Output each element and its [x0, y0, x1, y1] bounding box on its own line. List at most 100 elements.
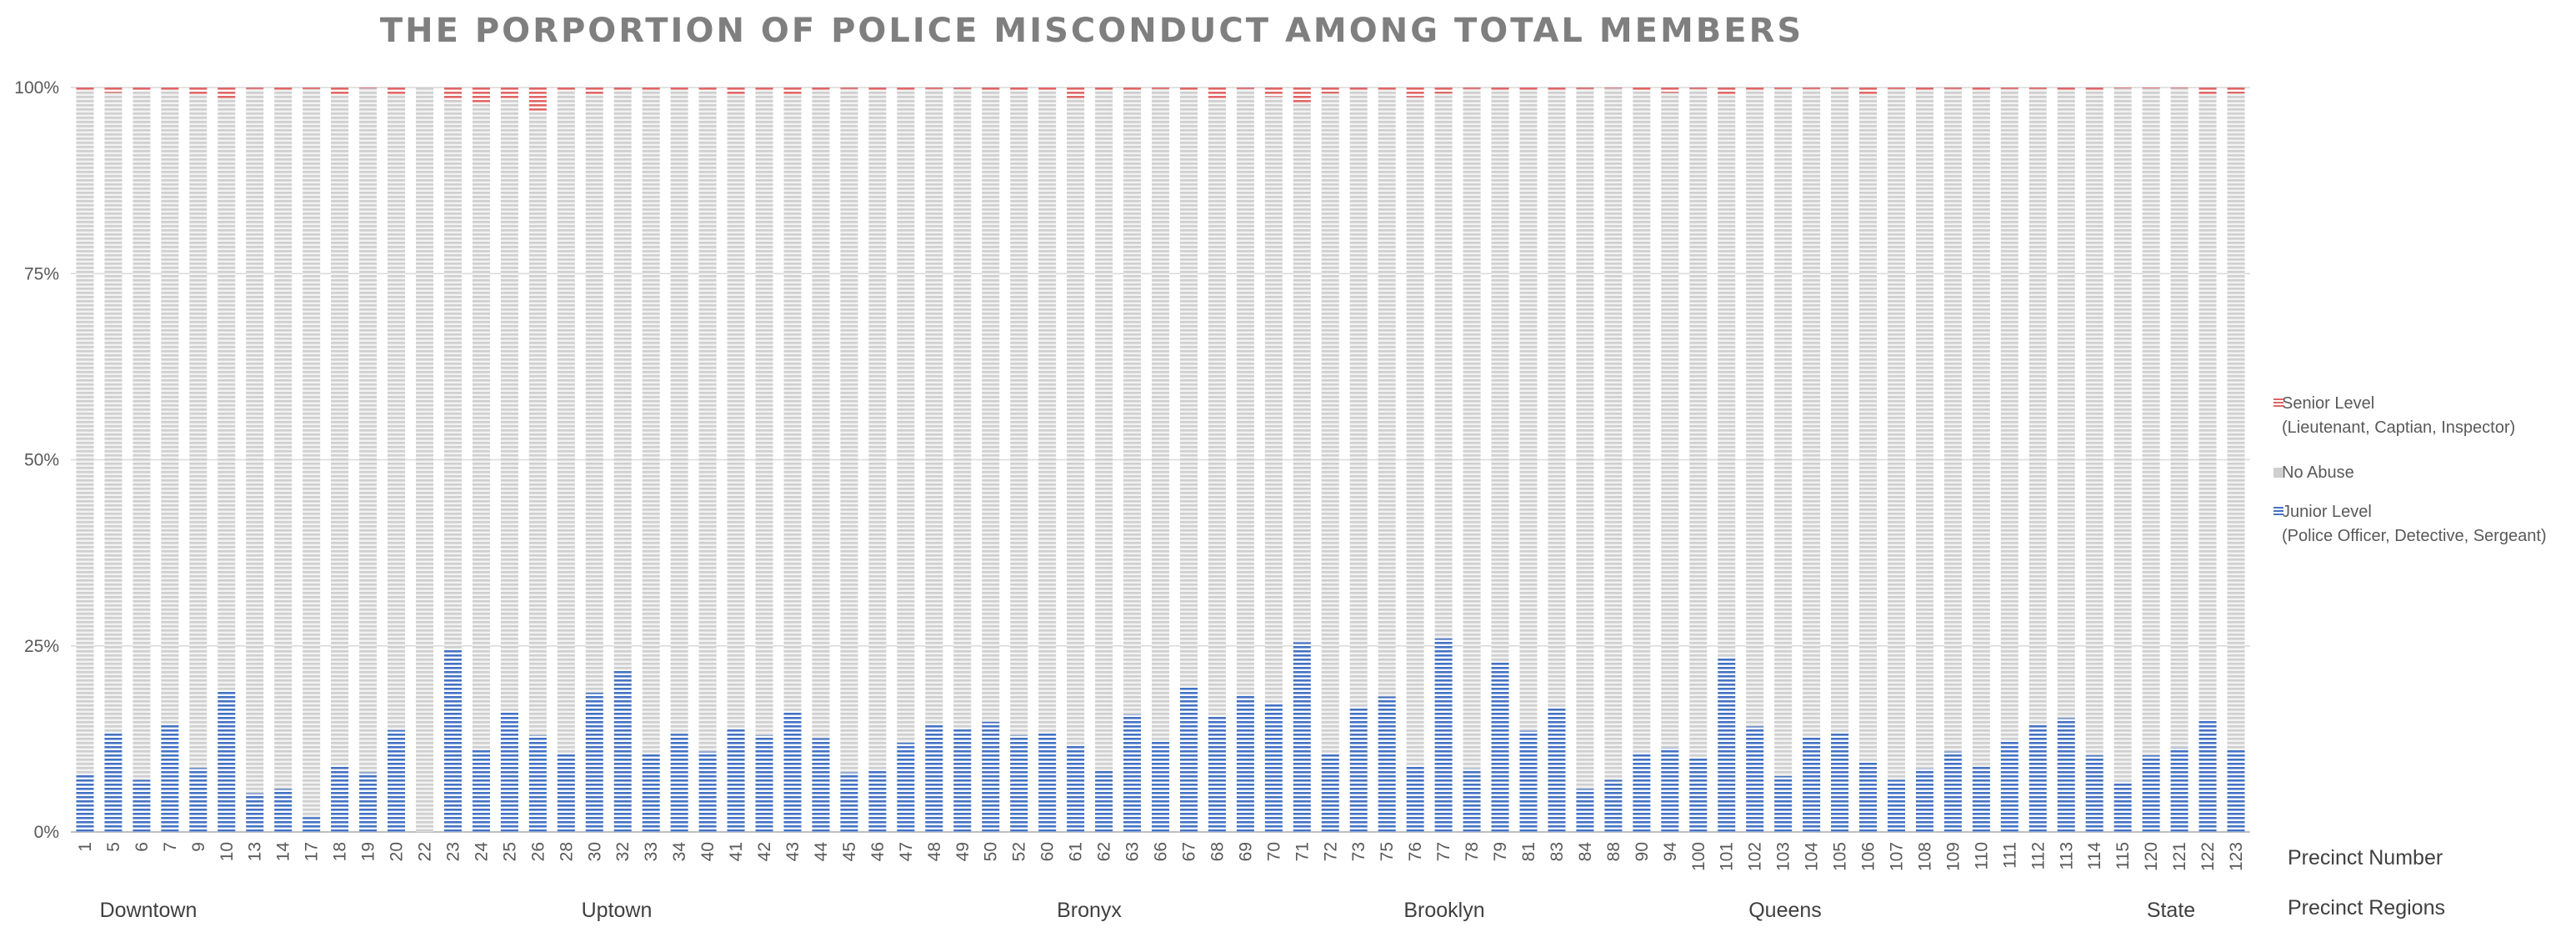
bar-junior [1661, 748, 1679, 832]
x-tick-label: 13 [246, 842, 265, 861]
bar-no-abuse [727, 94, 745, 728]
x-tick-label: 23 [443, 842, 463, 861]
x-tick-label: 123 [2227, 842, 2246, 871]
bar-senior [925, 88, 943, 89]
bar-senior [443, 88, 463, 101]
y-tick-label: 50% [24, 451, 59, 470]
bar-no-abuse [246, 88, 264, 794]
region-label: Downtown [100, 899, 198, 922]
bar-junior [868, 769, 887, 832]
bar-senior [1803, 88, 1821, 89]
bar-no-abuse [1972, 89, 1990, 767]
bar-no-abuse [953, 88, 972, 728]
bar-senior [1378, 88, 1396, 90]
bar-senior [161, 88, 179, 90]
bar-senior [812, 88, 830, 90]
x-tick-label: 94 [1661, 842, 1680, 862]
bar-senior [868, 88, 887, 91]
bar-junior [840, 772, 858, 832]
legend-no-abuse-label: No Abuse [2282, 463, 2354, 482]
bar-junior [897, 742, 915, 832]
region-label: Bronyx [1057, 899, 1122, 922]
bar-junior [953, 727, 972, 832]
bar-no-abuse [1463, 88, 1481, 769]
bar-junior [1604, 779, 1623, 832]
x-tick-label: 70 [1264, 842, 1283, 861]
x-tick-label: 108 [1915, 842, 1934, 871]
x-tick-label: 105 [1831, 842, 1850, 871]
bar-junior [812, 738, 830, 832]
bar-junior [1434, 638, 1453, 832]
bar-senior [1548, 88, 1566, 90]
bar-junior [1689, 757, 1708, 832]
bar-junior [2057, 718, 2075, 832]
legend-junior: Junior Level (Police Officer, Detective,… [2273, 500, 2547, 549]
bar-senior [1010, 88, 1028, 91]
bar-no-abuse [812, 89, 830, 739]
x-tick-label: 104 [1803, 842, 1822, 871]
x-tick-label: 77 [1434, 842, 1453, 861]
x-tick-label: 32 [613, 842, 633, 861]
bar-no-abuse [1519, 89, 1538, 731]
bar-no-abuse [1718, 94, 1736, 658]
bar-no-abuse [443, 100, 463, 650]
bar-junior [189, 768, 208, 832]
bar-junior [1915, 769, 1933, 832]
bar-senior [104, 88, 123, 93]
bar-senior [557, 88, 575, 91]
bar-no-abuse [1858, 94, 1878, 762]
bar-senior [1774, 88, 1793, 89]
x-tick-label: 22 [416, 842, 435, 861]
bar-no-abuse [1378, 89, 1396, 697]
bar-no-abuse [500, 99, 518, 711]
legend-senior-swatch [2273, 398, 2283, 408]
bar-junior [528, 734, 547, 832]
bar-no-abuse [982, 90, 1000, 722]
bar-senior [1293, 88, 1311, 103]
x-tick-label: 90 [1633, 842, 1652, 861]
bar-senior [1179, 88, 1198, 91]
bar-junior [1349, 706, 1368, 832]
bar-no-abuse [104, 93, 123, 732]
bar-no-abuse [1803, 88, 1821, 737]
x-tick-label: 6 [133, 842, 152, 852]
bar-no-abuse [1123, 90, 1142, 714]
bar-senior [1915, 88, 1933, 90]
x-tick-label: 17 [303, 842, 322, 861]
x-tick-label: 110 [1972, 842, 1991, 869]
x-tick-label: 41 [727, 842, 746, 861]
region-label: State [2147, 899, 2195, 922]
bar-senior [1208, 88, 1226, 100]
bar-junior [557, 754, 575, 832]
bar-junior [585, 693, 603, 832]
bar-junior [1123, 714, 1142, 832]
bar-no-abuse [897, 89, 915, 743]
legend-senior-sublabel: (Lieutenant, Captian, Inspector) [2282, 418, 2516, 437]
bar-no-abuse [698, 90, 717, 752]
bar-no-abuse [76, 89, 94, 774]
y-tick-label: 75% [24, 264, 59, 283]
x-tick-label: 60 [1038, 842, 1058, 861]
bar-no-abuse [472, 103, 490, 750]
bar-junior [388, 729, 406, 832]
bar-no-abuse [2227, 93, 2245, 750]
bar-senior [189, 88, 208, 95]
bar-no-abuse [1491, 89, 1509, 663]
bar-no-abuse [303, 88, 321, 818]
x-tick-label: 67 [1179, 842, 1198, 861]
bar-junior [727, 727, 745, 832]
bar-no-abuse [1943, 88, 1962, 752]
bar-senior [1943, 88, 1962, 89]
x-tick-label: 50 [982, 842, 1001, 861]
bar-no-abuse [755, 89, 773, 735]
bar-junior [1463, 769, 1481, 832]
x-tick-label: 7 [161, 842, 180, 852]
x-tick-label: 107 [1887, 842, 1906, 871]
bar-senior [133, 88, 151, 92]
legend-junior-sublabel: (Police Officer, Detective, Sergeant) [2282, 527, 2547, 545]
x-tick-label: 44 [812, 842, 831, 862]
bar-no-abuse [1208, 99, 1226, 715]
x-tick-label: 111 [2000, 842, 2019, 869]
bar-senior [1858, 88, 1878, 95]
x-tick-label: 76 [1406, 842, 1425, 861]
